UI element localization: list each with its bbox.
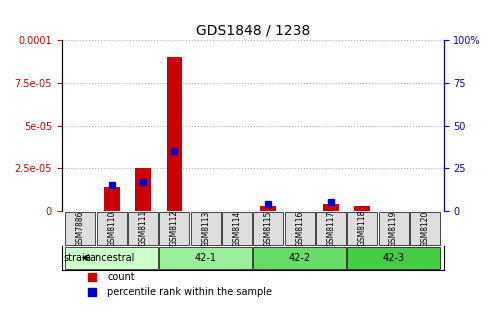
Text: GSM8115: GSM8115: [264, 210, 273, 247]
FancyBboxPatch shape: [97, 212, 127, 245]
FancyBboxPatch shape: [191, 212, 221, 245]
Text: GSM8118: GSM8118: [358, 210, 367, 247]
Text: GSM8119: GSM8119: [389, 210, 398, 247]
Text: GSM7886: GSM7886: [76, 210, 85, 247]
FancyBboxPatch shape: [128, 212, 158, 245]
FancyBboxPatch shape: [253, 247, 346, 268]
Bar: [323, 204, 339, 211]
FancyBboxPatch shape: [253, 212, 283, 245]
Text: GSM8113: GSM8113: [201, 210, 210, 247]
Text: GSM8120: GSM8120: [421, 210, 429, 247]
FancyBboxPatch shape: [159, 247, 252, 268]
Text: GSM8116: GSM8116: [295, 210, 304, 247]
Bar: [167, 57, 182, 211]
Bar: [104, 187, 120, 211]
FancyBboxPatch shape: [66, 212, 96, 245]
Text: count: count: [107, 272, 135, 282]
Text: GSM8114: GSM8114: [233, 210, 242, 247]
FancyBboxPatch shape: [159, 212, 189, 245]
Text: GSM8117: GSM8117: [326, 210, 335, 247]
Text: ancestral: ancestral: [89, 253, 135, 263]
Text: strain: strain: [63, 253, 91, 263]
FancyBboxPatch shape: [316, 212, 346, 245]
Bar: [354, 206, 370, 211]
Bar: [135, 168, 151, 211]
FancyBboxPatch shape: [222, 212, 252, 245]
FancyBboxPatch shape: [66, 247, 158, 268]
Text: GSM8112: GSM8112: [170, 210, 179, 247]
FancyBboxPatch shape: [379, 212, 409, 245]
FancyBboxPatch shape: [410, 212, 440, 245]
Text: 42-3: 42-3: [383, 253, 405, 263]
Text: 42-2: 42-2: [288, 253, 311, 263]
Text: percentile rank within the sample: percentile rank within the sample: [107, 287, 273, 297]
FancyBboxPatch shape: [284, 212, 315, 245]
FancyBboxPatch shape: [347, 212, 377, 245]
FancyBboxPatch shape: [347, 247, 440, 268]
Text: GSM8110: GSM8110: [107, 210, 116, 247]
Text: GSM8111: GSM8111: [139, 210, 147, 247]
Title: GDS1848 / 1238: GDS1848 / 1238: [196, 24, 310, 38]
Bar: [260, 206, 276, 211]
Text: 42-1: 42-1: [195, 253, 217, 263]
